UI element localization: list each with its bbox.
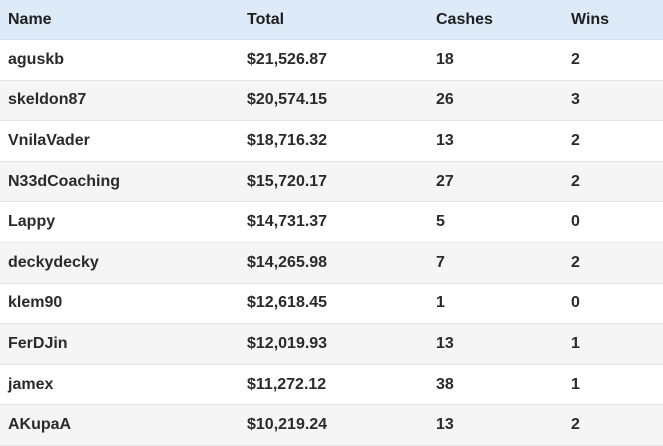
cell-cashes: 38: [436, 375, 454, 393]
table-row[interactable]: jamex $11,272.12 38 1: [0, 365, 663, 406]
table-row[interactable]: N33dCoaching $15,720.17 27 2: [0, 161, 663, 203]
cell-cashes: 13: [436, 131, 454, 149]
table-row[interactable]: deckydecky $14,265.98 7 2: [0, 242, 663, 284]
cell-name: AKupaA: [8, 416, 72, 434]
cell-name: VnilaVader: [8, 131, 90, 149]
column-header-name[interactable]: Name: [8, 10, 52, 28]
cell-cashes: 1: [436, 294, 445, 312]
cell-wins: 3: [571, 91, 580, 109]
cell-name: Lappy: [8, 213, 56, 231]
cell-total: $10,219.24: [247, 416, 328, 434]
cell-name: klem90: [8, 294, 63, 312]
cell-total: $14,265.98: [247, 253, 328, 271]
cell-wins: 0: [571, 213, 580, 231]
table-row[interactable]: klem90 $12,618.45 1 0: [0, 284, 663, 325]
cell-wins: 2: [571, 50, 580, 68]
cell-name: aguskb: [8, 50, 65, 68]
cell-wins: 1: [571, 334, 580, 352]
cell-cashes: 13: [436, 416, 454, 434]
cell-total: $12,019.93: [247, 334, 328, 352]
cell-cashes: 7: [436, 253, 445, 271]
cell-name: N33dCoaching: [8, 172, 121, 190]
cell-total: $20,574.15: [247, 91, 328, 109]
table-row[interactable]: FerDJin $12,019.93 13 1: [0, 324, 663, 365]
table-body: aguskb $21,526.87 18 2 skeldon87 $20,574.15 26…: [0, 40, 663, 446]
cell-cashes: 26: [436, 91, 454, 109]
table-row[interactable]: VnilaVader $18,716.32 13 2: [0, 121, 663, 162]
cell-total: $21,526.87: [247, 50, 328, 68]
column-header-wins[interactable]: Wins: [571, 10, 610, 28]
cell-wins: 2: [571, 416, 580, 434]
cell-name: skeldon87: [8, 91, 87, 109]
table-row[interactable]: skeldon87 $20,574.15 26 3: [0, 80, 663, 122]
table-header: Name Total Cashes Wins: [0, 0, 663, 40]
cell-total: $11,272.12: [247, 375, 327, 393]
cell-wins: 2: [571, 172, 580, 190]
cell-total: $14,731.37: [247, 213, 328, 231]
cell-cashes: 18: [436, 50, 454, 68]
cell-cashes: 13: [436, 334, 454, 352]
table-row[interactable]: Lappy $14,731.37 5 0: [0, 202, 663, 243]
cell-cashes: 27: [436, 172, 454, 190]
cell-wins: 2: [571, 131, 580, 149]
cell-total: $18,716.32: [247, 131, 328, 149]
column-header-total[interactable]: Total: [247, 10, 285, 28]
cell-wins: 2: [571, 253, 580, 271]
cell-name: FerDJin: [8, 334, 68, 352]
table-row[interactable]: aguskb $21,526.87 18 2: [0, 40, 663, 81]
cell-name: deckydecky: [8, 253, 99, 271]
cell-total: $12,618.45: [247, 294, 328, 312]
table-row[interactable]: AKupaA $10,219.24 13 2: [0, 405, 663, 446]
cell-wins: 1: [571, 375, 580, 393]
cell-name: jamex: [8, 375, 54, 393]
cell-cashes: 5: [436, 213, 445, 231]
column-header-cashes[interactable]: Cashes: [436, 10, 493, 28]
cell-wins: 0: [571, 294, 580, 312]
cell-total: $15,720.17: [247, 172, 328, 190]
